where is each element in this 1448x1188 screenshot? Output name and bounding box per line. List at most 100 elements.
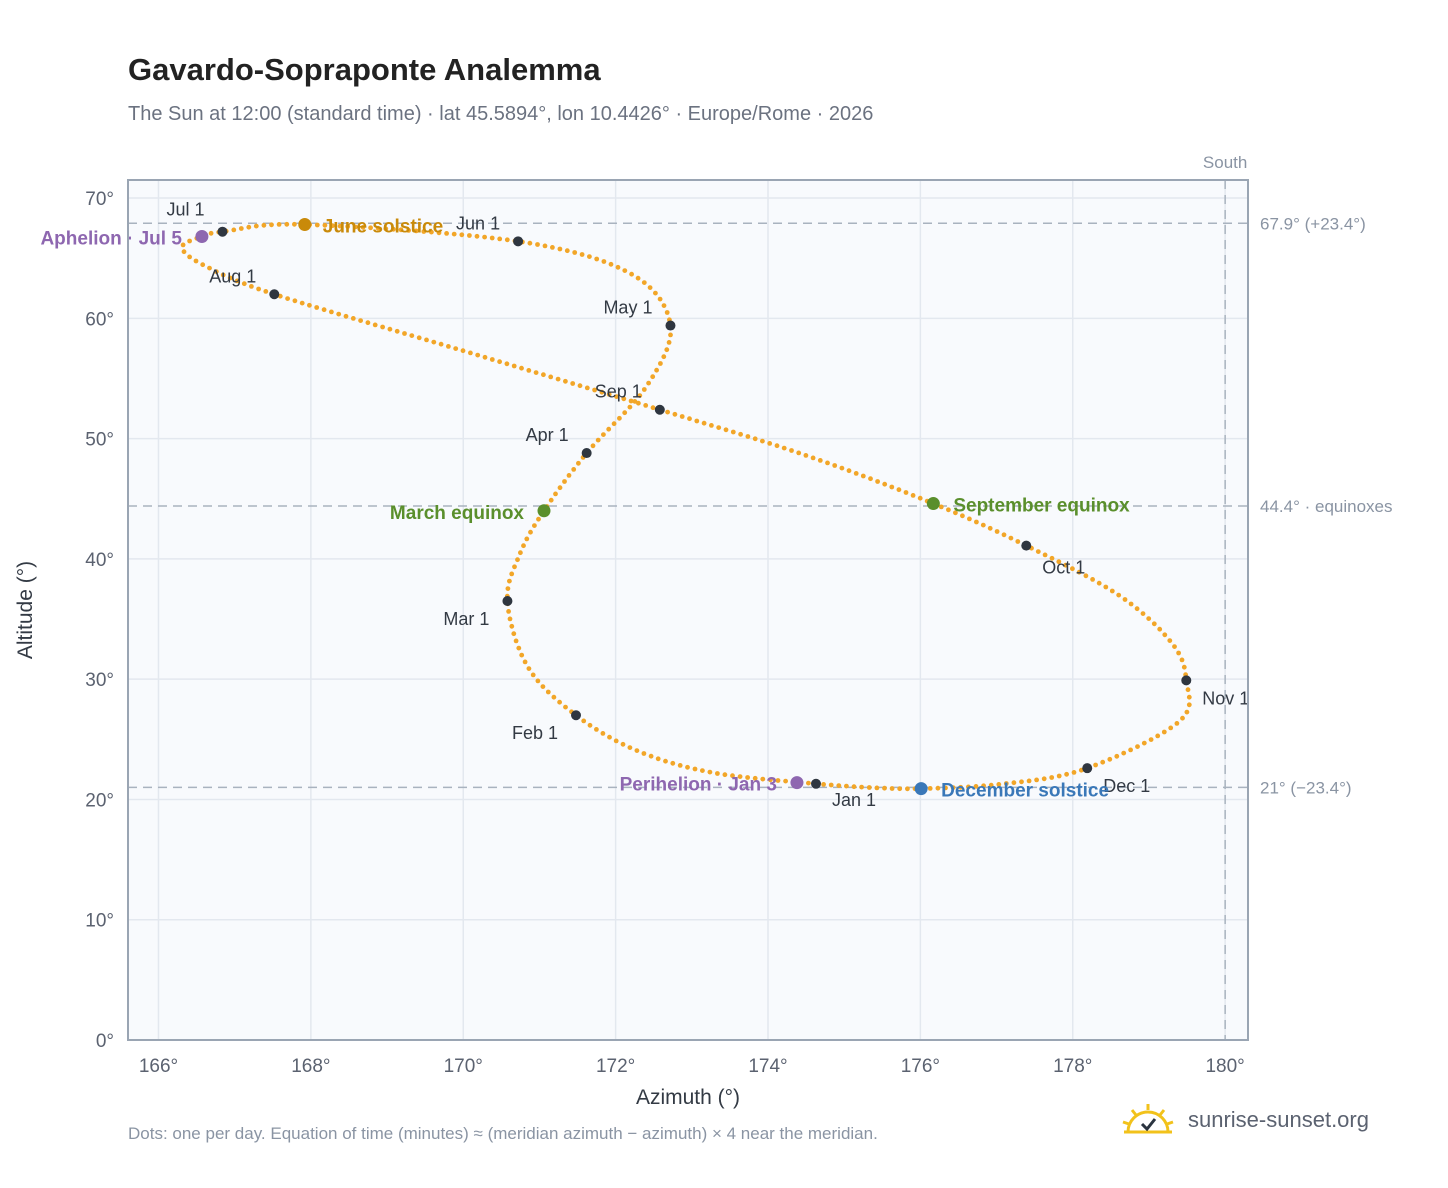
daily-sun-dot: [657, 296, 663, 302]
daily-sun-dot: [960, 513, 965, 519]
daily-sun-dot: [467, 233, 472, 238]
daily-sun-dot: [846, 468, 852, 474]
daily-sun-dot: [836, 783, 842, 788]
daily-sun-dot: [672, 411, 678, 417]
daily-sun-dot: [996, 782, 1002, 787]
month-marker[interactable]: [654, 404, 665, 415]
daily-sun-dot: [905, 786, 910, 792]
daily-sun-dot: [903, 490, 909, 495]
y-tick-label: 10°: [85, 911, 114, 932]
month-marker[interactable]: [217, 226, 228, 237]
daily-sun-dot: [882, 785, 887, 791]
month-marker[interactable]: [1082, 763, 1093, 774]
daily-sun-dot: [576, 460, 581, 466]
daily-sun-dot: [1185, 687, 1191, 693]
event-marker[interactable]: [537, 504, 551, 518]
y-tick-label: 40°: [85, 550, 114, 571]
daily-sun-dot: [768, 777, 773, 783]
daily-sun-dot: [207, 265, 212, 271]
daily-sun-dot: [557, 485, 563, 491]
daily-sun-dot: [504, 237, 510, 243]
daily-sun-dot: [1063, 562, 1068, 568]
month-marker[interactable]: [269, 289, 280, 300]
month-marker[interactable]: [1021, 540, 1032, 551]
daily-sun-dot: [451, 231, 457, 237]
daily-sun-dot: [650, 405, 656, 411]
daily-sun-dot: [446, 344, 451, 349]
daily-sun-dot: [1041, 776, 1047, 782]
daily-sun-dot: [429, 229, 434, 235]
event-marker[interactable]: [790, 776, 804, 790]
daily-sun-dot: [973, 784, 979, 789]
daily-sun-dot: [375, 225, 381, 231]
daily-sun-dot: [1070, 566, 1075, 572]
event-marker[interactable]: [914, 782, 928, 796]
daily-sun-dot: [398, 227, 404, 233]
daily-sun-dot: [601, 259, 607, 264]
daily-sun-dot: [1167, 638, 1173, 643]
plot-area: [128, 180, 1248, 1040]
daily-sun-dot: [579, 252, 585, 257]
event-marker[interactable]: [926, 497, 940, 511]
month-marker[interactable]: [811, 778, 821, 789]
month-marker[interactable]: [513, 236, 524, 247]
x-tick-label: 176°: [901, 1056, 940, 1077]
daily-sun-dot: [599, 389, 605, 395]
event-marker[interactable]: [298, 218, 312, 232]
daily-sun-dot: [611, 421, 617, 427]
daily-sun-dot: [803, 453, 809, 458]
daily-sun-dot: [584, 385, 590, 391]
daily-sun-dot: [383, 226, 389, 232]
daily-sun-dot: [817, 458, 823, 463]
event-marker[interactable]: [195, 230, 209, 244]
daily-sun-dot: [513, 638, 519, 644]
month-marker[interactable]: [1181, 675, 1192, 686]
daily-sun-dot: [654, 367, 659, 373]
reference-label: 67.9° (+23.4°): [1260, 214, 1366, 233]
daily-sun-dot: [292, 221, 297, 227]
daily-sun-dot: [468, 350, 473, 356]
y-tick-label: 70°: [85, 189, 114, 210]
daily-sun-dot: [1180, 715, 1185, 721]
daily-sun-dot: [607, 734, 612, 740]
daily-sun-dot: [256, 286, 261, 292]
daily-sun-dot: [533, 370, 539, 375]
x-tick-label: 178°: [1053, 1056, 1092, 1077]
daily-sun-dot: [542, 243, 548, 249]
daily-sun-dot: [745, 775, 750, 780]
month-marker[interactable]: [502, 595, 513, 606]
daily-sun-dot: [406, 228, 411, 233]
month-label: Oct 1: [1042, 558, 1085, 578]
daily-sun-dot: [314, 222, 320, 228]
month-marker[interactable]: [665, 320, 676, 331]
daily-sun-dot: [789, 448, 794, 453]
daily-sun-dot: [1042, 552, 1048, 558]
daily-sun-dot: [566, 473, 572, 478]
daily-sun-dot: [730, 773, 735, 779]
daily-sun-dot: [839, 465, 845, 471]
daily-sun-dot: [896, 487, 902, 493]
daily-sun-dot: [601, 432, 606, 437]
daily-sun-dot: [938, 504, 944, 510]
daily-sun-dot: [519, 365, 524, 371]
daily-sun-dot: [664, 310, 670, 315]
event-label: Perihelion · Jan 3: [620, 775, 777, 796]
daily-sun-dot: [897, 786, 903, 792]
daily-sun-dot: [738, 431, 743, 437]
month-label: Mar 1: [443, 609, 489, 629]
daily-sun-dot: [551, 694, 557, 700]
month-marker[interactable]: [581, 448, 592, 459]
daily-sun-dot: [810, 455, 816, 461]
daily-sun-dot: [522, 659, 528, 665]
daily-sun-dot: [391, 226, 396, 232]
daily-sun-dot: [504, 361, 510, 367]
daily-sun-dot: [526, 368, 532, 373]
event-label: Aphelion · Jul 5: [40, 229, 182, 250]
brand[interactable]: sunrise-sunset.org: [1120, 1102, 1369, 1138]
month-marker[interactable]: [571, 710, 581, 721]
daily-sun-dot: [627, 404, 633, 410]
month-label: Jan 1: [832, 790, 876, 810]
reference-label: 44.4° · equinoxes: [1260, 497, 1393, 516]
daily-sun-dot: [1049, 775, 1055, 780]
daily-sun-dot: [253, 223, 259, 229]
